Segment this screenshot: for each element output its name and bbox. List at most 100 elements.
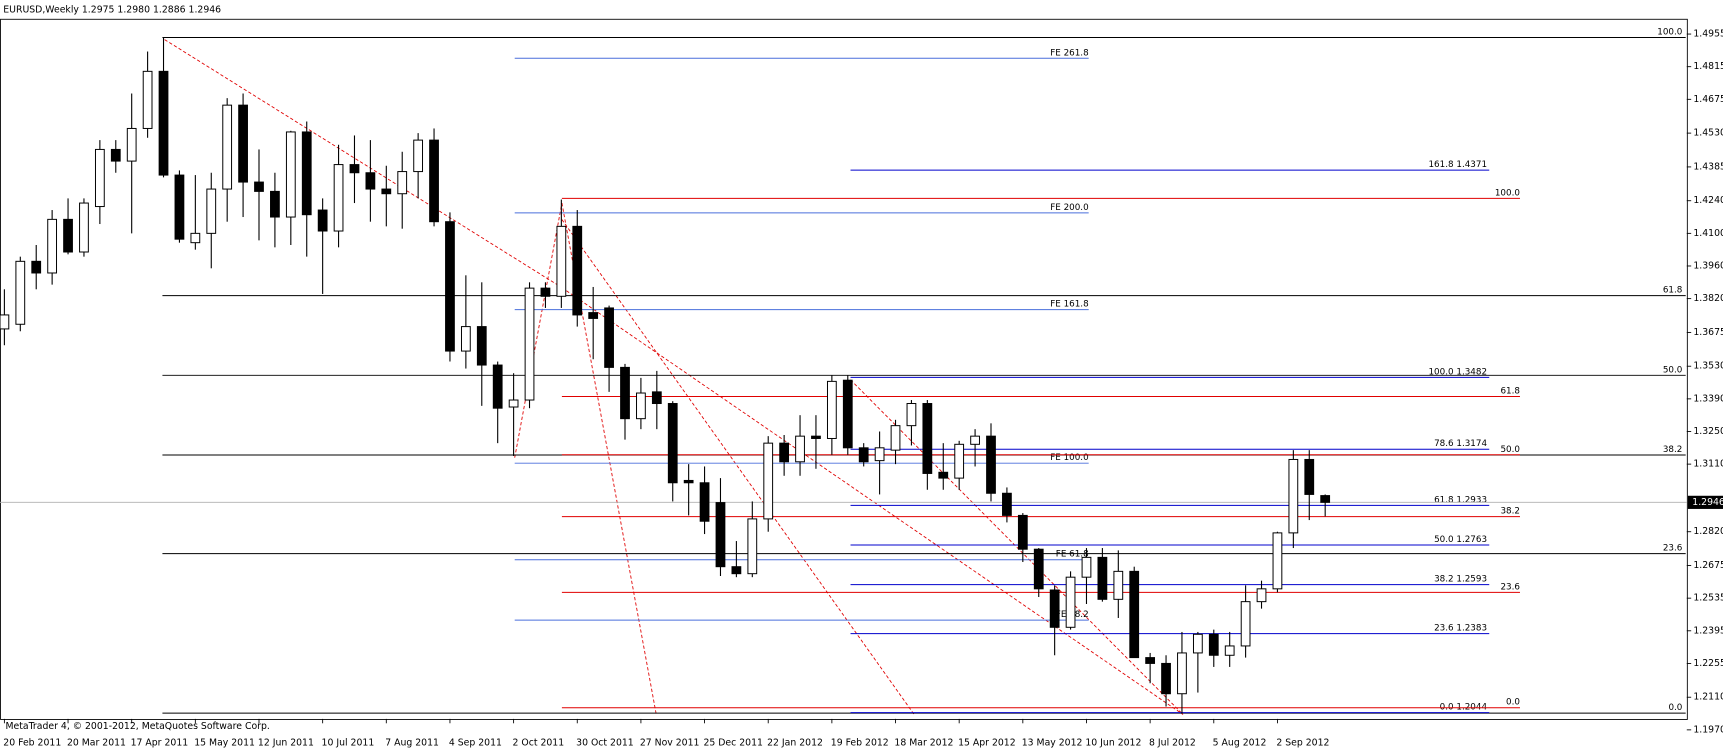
y-tick-label: 1.4100 xyxy=(1693,228,1723,239)
candle-body xyxy=(1081,556,1092,578)
candle-body xyxy=(397,171,408,195)
trend-line xyxy=(561,203,657,715)
chart-title: EURUSD,Weekly 1.2975 1.2980 1.2886 1.294… xyxy=(3,4,221,15)
y-tick-label: 1.2675 xyxy=(1693,560,1723,571)
level-label: FE 61.8 xyxy=(1056,550,1089,560)
candle-body xyxy=(1017,514,1028,550)
y-tick-label: 1.3110 xyxy=(1693,459,1723,470)
candle-body xyxy=(190,232,201,244)
candle-body xyxy=(1161,662,1171,695)
y-tick-label: 1.3820 xyxy=(1693,293,1723,304)
candle-body xyxy=(1288,458,1299,534)
candle-body xyxy=(31,260,42,274)
x-tick-label: 22 Jan 2012 xyxy=(767,738,823,749)
x-tick-label: 19 Feb 2012 xyxy=(831,738,889,749)
candle-body xyxy=(604,307,614,368)
candle-body xyxy=(1113,570,1124,600)
candle-body xyxy=(1240,601,1251,647)
candle-body xyxy=(747,518,758,575)
candle-body xyxy=(524,287,535,401)
candle-body xyxy=(0,314,10,330)
trend-line xyxy=(850,379,1184,715)
level-label: 100.0 1.3482 xyxy=(1428,367,1487,377)
candle-body xyxy=(476,326,487,366)
level-label: 38.2 xyxy=(1663,445,1683,455)
x-tick-label: 4 Sep 2011 xyxy=(449,738,502,749)
level-label: 78.6 1.3174 xyxy=(1434,439,1487,449)
candle-body xyxy=(1192,633,1203,654)
candle-body xyxy=(842,379,853,449)
y-tick-label: 1.4815 xyxy=(1693,61,1723,72)
candle-body xyxy=(588,312,599,319)
trend-line xyxy=(164,39,563,288)
candle-body xyxy=(1256,588,1267,603)
y-tick-label: 1.2255 xyxy=(1693,658,1723,669)
candle-body xyxy=(317,209,328,232)
current-price-label: 1.2946 xyxy=(1692,497,1723,508)
y-tick-label: 1.2110 xyxy=(1693,692,1723,703)
x-tick-label: 15 Apr 2012 xyxy=(958,738,1016,749)
x-tick-label: 30 Oct 2011 xyxy=(576,738,634,749)
current-price-box xyxy=(1687,495,1723,509)
candle-body xyxy=(572,225,583,316)
y-tick-label: 1.4385 xyxy=(1693,161,1723,172)
candle-body xyxy=(158,70,169,176)
candle-body xyxy=(365,172,376,190)
y-tick-label: 1.4240 xyxy=(1693,195,1723,206)
candle-body xyxy=(460,326,471,352)
x-tick-label: 27 Nov 2011 xyxy=(640,738,700,749)
x-tick-label: 2 Sep 2012 xyxy=(1276,738,1329,749)
level-label: 50.0 xyxy=(1663,365,1683,375)
level-label: 61.8 xyxy=(1663,286,1683,296)
y-tick-label: 1.3250 xyxy=(1693,426,1723,437)
plot-frame xyxy=(0,18,1688,720)
candle-body xyxy=(1224,645,1235,656)
level-label: FE 261.8 xyxy=(1050,48,1088,58)
candle-body xyxy=(1049,589,1060,628)
level-label: 61.8 xyxy=(1500,387,1520,397)
level-label: 23.6 xyxy=(1500,582,1520,592)
candle-body xyxy=(811,435,821,439)
y-tick-label: 1.3530 xyxy=(1693,361,1723,372)
candle-body xyxy=(142,70,153,129)
candle-body xyxy=(556,225,567,297)
candle-body xyxy=(94,148,105,208)
level-label: 23.6 1.2383 xyxy=(1434,624,1487,634)
candle-body xyxy=(429,139,439,223)
x-tick-label: 15 May 2011 xyxy=(194,738,255,749)
candle-body xyxy=(1320,495,1331,503)
level-label: 50.0 xyxy=(1500,445,1520,455)
candle-body xyxy=(1002,492,1012,516)
candle-body xyxy=(47,218,58,274)
candle-body xyxy=(15,260,26,325)
candle-body xyxy=(1304,458,1315,495)
candle-body xyxy=(779,442,790,463)
x-tick-label: 20 Feb 2011 xyxy=(3,738,61,749)
candle-body xyxy=(954,443,965,479)
candle-body xyxy=(1097,556,1108,600)
candle-body xyxy=(1129,570,1140,659)
candle-body xyxy=(333,164,344,232)
y-tick-label: 1.3675 xyxy=(1693,327,1723,338)
level-label: 61.8 1.2933 xyxy=(1434,495,1487,505)
candle-body xyxy=(715,502,726,568)
level-label: 100.0 xyxy=(1495,188,1520,198)
candle-body xyxy=(922,403,933,474)
x-tick-label: 12 Jun 2011 xyxy=(258,738,314,749)
candle-body xyxy=(174,174,185,240)
level-label: FE 200.0 xyxy=(1050,203,1088,213)
level-label: 38.2 1.2593 xyxy=(1434,575,1487,585)
candle-body xyxy=(890,425,901,451)
candle-body xyxy=(699,482,710,522)
candle-body xyxy=(620,366,630,420)
x-tick-label: 25 Dec 2011 xyxy=(703,738,763,749)
y-tick-label: 1.4955 xyxy=(1693,29,1723,40)
x-tick-label: 7 Aug 2011 xyxy=(385,738,439,749)
y-tick-label: 1.4675 xyxy=(1693,94,1723,105)
trend-line xyxy=(514,203,563,458)
candle-body xyxy=(938,471,949,479)
candle-body xyxy=(206,188,217,234)
candle-body xyxy=(381,188,392,195)
candle-body xyxy=(731,566,742,575)
candle-body xyxy=(270,190,280,218)
